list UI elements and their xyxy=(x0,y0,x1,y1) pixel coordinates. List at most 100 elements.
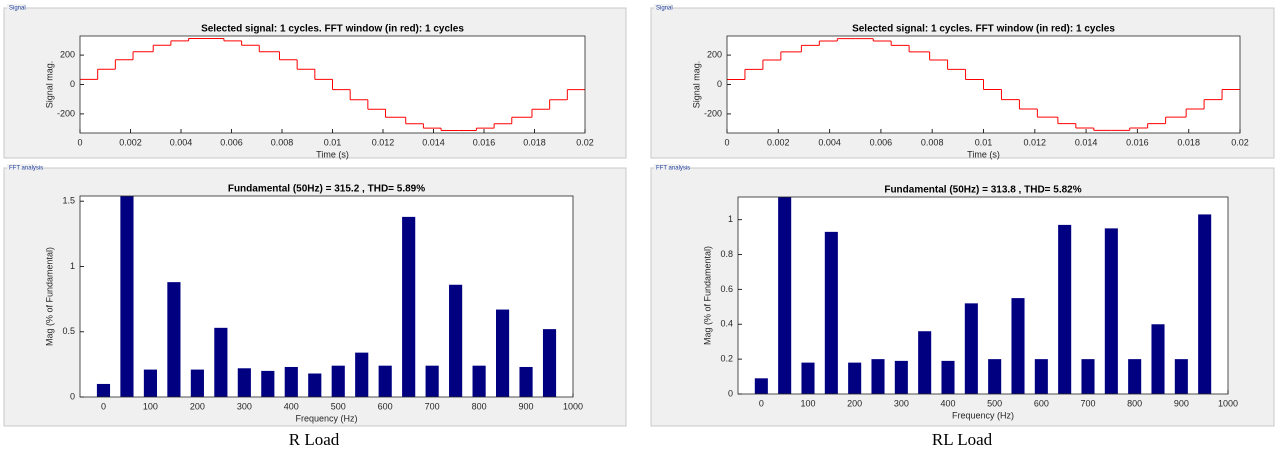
panel-label-bg xyxy=(654,4,672,12)
bar xyxy=(96,383,111,397)
x-tick-label: 0.012 xyxy=(1024,137,1047,147)
chart: FFT analysis Fundamental (50Hz) = 315.2 ,… xyxy=(3,164,627,427)
x-tick-label: 300 xyxy=(894,398,909,408)
bar xyxy=(237,368,251,397)
bar xyxy=(449,284,463,397)
x-tick-label: 1000 xyxy=(1218,398,1238,408)
panel-label: Signal xyxy=(9,6,26,12)
bar xyxy=(495,309,510,397)
x-tick-label: 0.002 xyxy=(119,137,142,147)
x-tick-label: 0 xyxy=(77,137,82,147)
plot-area xyxy=(738,197,1228,394)
y-tick-label: 0.8 xyxy=(720,249,733,259)
x-tick-label: 0.006 xyxy=(870,137,893,147)
bar xyxy=(355,352,369,397)
bar xyxy=(848,362,862,394)
x-tick-label: 0.016 xyxy=(473,137,496,147)
bar xyxy=(824,231,838,394)
y-tick-label: 0 xyxy=(70,79,75,89)
y-tick-label: 1 xyxy=(70,261,75,271)
x-tick-label: 800 xyxy=(472,401,487,411)
y-tick-label: 200 xyxy=(60,49,75,59)
x-tick-label: 0.008 xyxy=(921,137,944,147)
bar xyxy=(143,369,158,397)
bar xyxy=(778,197,792,394)
bar xyxy=(871,359,885,394)
bar xyxy=(261,370,275,397)
plot-frame xyxy=(79,195,574,398)
y-tick-label: 0.6 xyxy=(720,284,733,294)
y-axis-label: Mag (% of Fundamental) xyxy=(702,246,712,345)
chart-title: Selected signal: 1 cycles. FFT window (i… xyxy=(852,24,1115,35)
bar xyxy=(167,282,181,397)
y-tick-label: 0 xyxy=(728,388,733,398)
x-tick-label: 0.008 xyxy=(271,137,294,147)
y-tick-label: 0.5 xyxy=(62,326,75,336)
bar xyxy=(801,362,815,394)
bar xyxy=(1174,359,1188,394)
x-tick-label: 100 xyxy=(800,398,815,408)
x-tick-label: 0.02 xyxy=(576,137,594,147)
panel-label: Signal xyxy=(656,6,673,12)
plot-frame xyxy=(726,35,1241,134)
bar xyxy=(1058,224,1072,394)
bar xyxy=(1128,359,1142,394)
x-tick-label: 0.004 xyxy=(818,137,841,147)
x-tick-label: 0.01 xyxy=(975,137,993,147)
x-tick-label: 200 xyxy=(190,401,205,411)
y-tick-label: -200 xyxy=(57,108,75,118)
y-axis-label: Mag (% of Fundamental) xyxy=(44,247,54,346)
plot-frame xyxy=(737,196,1229,395)
x-tick-label: 500 xyxy=(987,398,1002,408)
x-tick-label: 600 xyxy=(1034,398,1049,408)
x-tick-label: 100 xyxy=(143,401,158,411)
bar xyxy=(1104,228,1118,394)
x-tick-label: 0.004 xyxy=(170,137,193,147)
caption: RL Load xyxy=(932,430,993,449)
y-tick-label: 1 xyxy=(728,214,733,224)
x-tick-label: 200 xyxy=(847,398,862,408)
chart-title: Fundamental (50Hz) = 315.2 , THD= 5.89% xyxy=(228,184,425,195)
x-tick-label: 0.014 xyxy=(422,137,445,147)
bar xyxy=(378,365,392,397)
marks xyxy=(727,38,1240,131)
panel-label-bg xyxy=(654,164,684,172)
chart-title: Selected signal: 1 cycles. FFT window (i… xyxy=(201,24,464,35)
x-tick-label: 0.01 xyxy=(324,137,342,147)
x-tick-label: 0.018 xyxy=(523,137,546,147)
bar xyxy=(941,360,955,394)
bar xyxy=(472,365,486,397)
x-axis-label: Frequency (Hz) xyxy=(295,413,357,423)
chart: FFT analysis Fundamental (50Hz) = 313.8 ,… xyxy=(650,164,1275,427)
bar xyxy=(754,378,768,394)
bar xyxy=(988,359,1002,394)
bar xyxy=(519,366,533,397)
bar xyxy=(331,365,345,397)
bar xyxy=(425,365,439,397)
x-tick-label: 700 xyxy=(1080,398,1095,408)
y-tick-label: 0 xyxy=(70,391,75,401)
bar xyxy=(308,373,322,397)
x-tick-label: 500 xyxy=(331,401,346,411)
marks xyxy=(754,197,1212,394)
x-tick-label: 0.014 xyxy=(1075,137,1098,147)
y-tick-label: 0 xyxy=(717,79,722,89)
x-tick-label: 0.02 xyxy=(1231,137,1249,147)
x-tick-label: 0 xyxy=(101,401,106,411)
plot-area xyxy=(80,196,573,397)
y-axis-label: Signal mag. xyxy=(44,61,54,109)
x-tick-label: 300 xyxy=(237,401,252,411)
x-tick-label: 0.018 xyxy=(1177,137,1200,147)
plot-frame xyxy=(79,35,586,134)
bar xyxy=(1151,324,1165,394)
panel-label: FFT analysis xyxy=(9,166,43,172)
chart-title: Fundamental (50Hz) = 313.8 , THD= 5.82% xyxy=(884,185,1081,196)
bar xyxy=(1011,298,1025,394)
y-axis-label: Signal mag. xyxy=(691,61,701,109)
panel-label-bg xyxy=(7,164,37,172)
x-tick-label: 700 xyxy=(425,401,440,411)
x-tick-label: 0.012 xyxy=(372,137,395,147)
x-tick-label: 1000 xyxy=(563,401,583,411)
chart: Signal Selected signal: 1 cycles. FFT win… xyxy=(650,4,1275,159)
